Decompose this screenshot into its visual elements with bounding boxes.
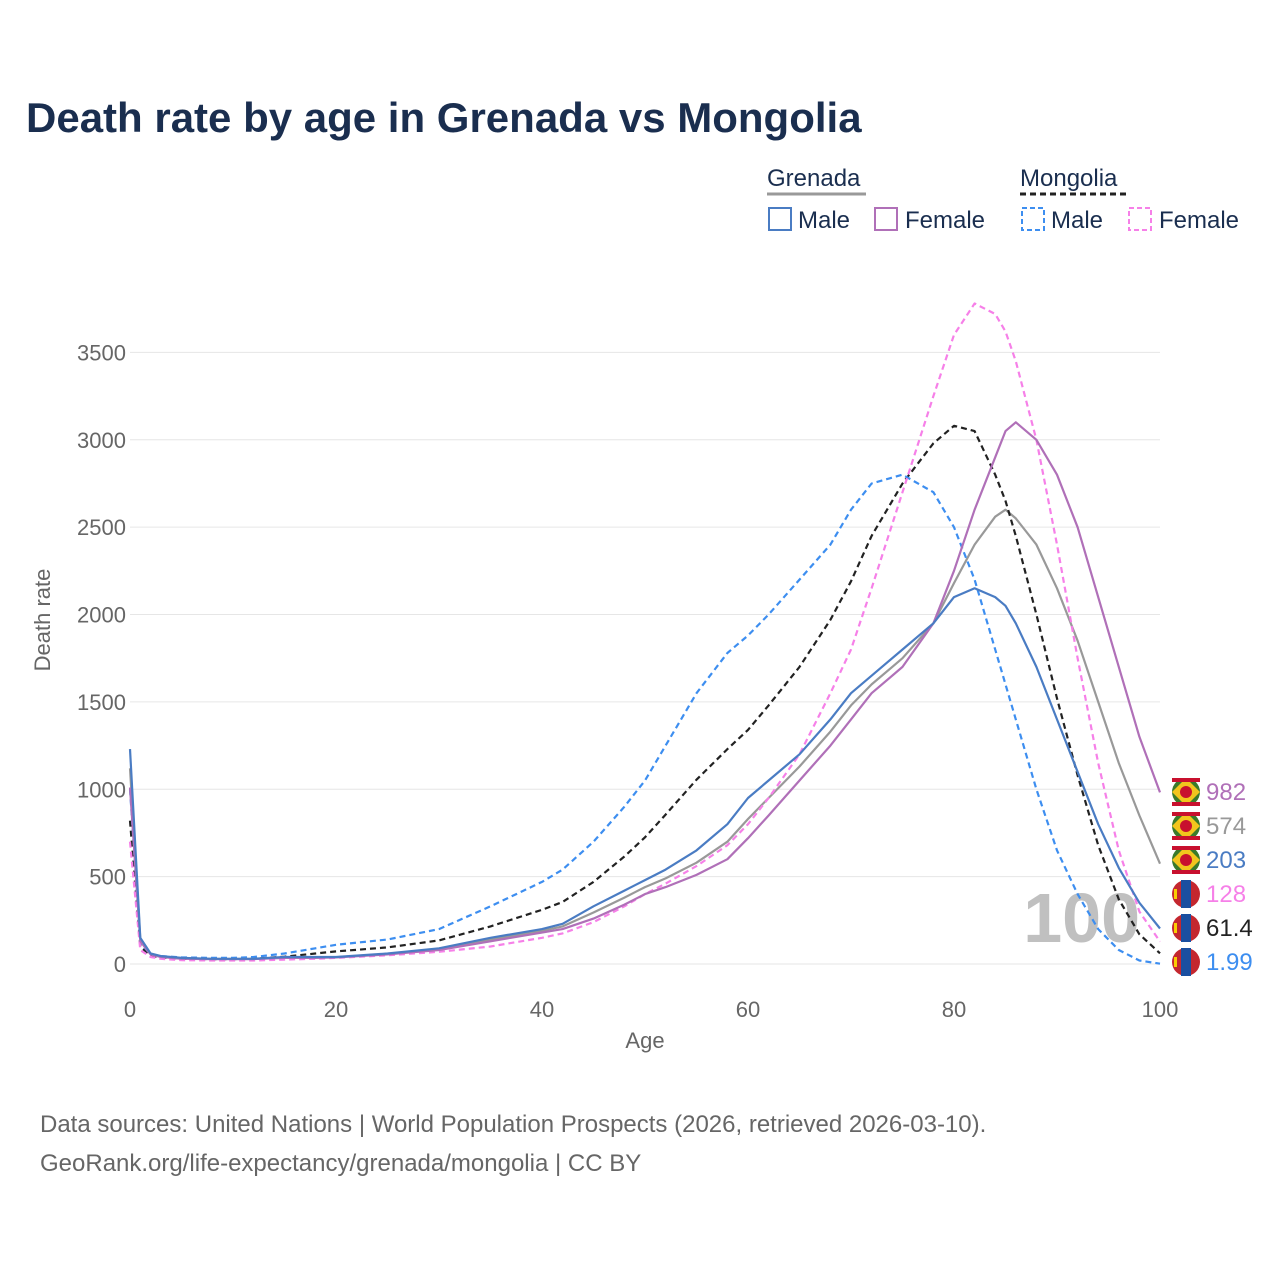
grenada-flag-center: [1180, 786, 1192, 798]
x-tick-label: 60: [736, 997, 760, 1022]
end-label-value: 61.4: [1206, 915, 1253, 942]
y-tick-label: 0: [114, 952, 126, 977]
series-line-male: [128, 587, 1161, 960]
grenada-flag-center: [1180, 820, 1192, 832]
y-tick-label: 3500: [77, 340, 126, 365]
legend-mongolia-male-swatch: [1021, 207, 1045, 231]
end-label-mongolia-male: 1.99: [1172, 948, 1253, 976]
end-label-male: 203: [1172, 846, 1246, 874]
y-tick-label: 1000: [77, 777, 126, 802]
x-axis-label: Age: [625, 1028, 664, 1053]
y-tick-label: 3000: [77, 428, 126, 453]
y-tick-label: 2000: [77, 603, 126, 628]
chart-title: Death rate by age in Grenada vs Mongolia: [26, 94, 862, 141]
legend-mongolia-male-label: Male: [1051, 207, 1103, 234]
legend-grenada-female-swatch: [874, 207, 898, 231]
legend-group-grenada: Grenada: [767, 165, 861, 192]
footer-sources: Data sources: United Nations | World Pop…: [40, 1111, 986, 1138]
x-tick-label: 80: [942, 997, 966, 1022]
footer-link: GeoRank.org/life-expectancy/grenada/mong…: [40, 1150, 641, 1177]
end-label-value: 574: [1206, 813, 1246, 840]
legend-grenada-female-label: Female: [905, 207, 985, 234]
grenada-flag-center: [1180, 854, 1192, 866]
mongolia-flag-stripe: [1181, 948, 1191, 976]
end-label-mongolia-total: 61.4: [1172, 914, 1253, 942]
mongolia-flag-stripe: [1181, 914, 1191, 942]
end-label-value: 203: [1206, 847, 1246, 874]
x-tick-label: 20: [324, 997, 348, 1022]
grenada-flag-top-border: [1172, 778, 1200, 782]
grenada-flag-bottom-border: [1172, 802, 1200, 806]
legend-mongolia-female-label: Female: [1159, 207, 1239, 234]
end-labels: 982 574 203 128 61.4 1.99: [1172, 778, 1253, 976]
grenada-flag-top-border: [1172, 846, 1200, 850]
end-label-value: 128: [1206, 881, 1246, 908]
series-line-mongolia-male: [128, 473, 1161, 965]
end-label-grenada-total: 574: [1172, 812, 1246, 840]
end-label-mongolia-female: 128: [1172, 880, 1246, 908]
mongolia-flag-soyombo: [1174, 889, 1177, 899]
legend-grenada-male-swatch: [768, 207, 792, 231]
legend-grenada-male-label: Male: [798, 207, 850, 234]
end-label-value: 1.99: [1206, 949, 1253, 976]
x-tick-label: 100: [1142, 997, 1179, 1022]
mongolia-flag-stripe: [1181, 880, 1191, 908]
axes: 0 500 1000 1500 2000 2500 3000 3500 0 20 40 60 80 100: [77, 340, 1178, 1022]
end-label-female: 982: [1172, 778, 1246, 806]
mongolia-flag-soyombo: [1174, 957, 1177, 967]
legend: Grenada Male Female Mongolia Male Female: [767, 165, 1239, 234]
y-axis-label: Death rate: [30, 569, 55, 672]
year-label: 100: [1023, 879, 1140, 957]
series-line-mongolia-female: [128, 302, 1161, 962]
x-tick-label: 40: [530, 997, 554, 1022]
y-tick-label: 2500: [77, 515, 126, 540]
grenada-flag-top-border: [1172, 812, 1200, 816]
grenada-flag-bottom-border: [1172, 870, 1200, 874]
legend-group-mongolia: Mongolia: [1020, 165, 1118, 192]
x-tick-label: 0: [124, 997, 136, 1022]
legend-mongolia-female-swatch: [1128, 207, 1152, 231]
series: [128, 302, 1162, 965]
grenada-flag-bottom-border: [1172, 836, 1200, 840]
series-line-mongolia-total: [128, 424, 1161, 961]
series-line-grenada-total: [128, 508, 1162, 960]
mongolia-flag-soyombo: [1174, 923, 1177, 933]
y-tick-label: 1500: [77, 690, 126, 715]
y-tick-label: 500: [89, 865, 126, 890]
grid: [130, 351, 1160, 965]
end-label-value: 982: [1206, 779, 1246, 806]
